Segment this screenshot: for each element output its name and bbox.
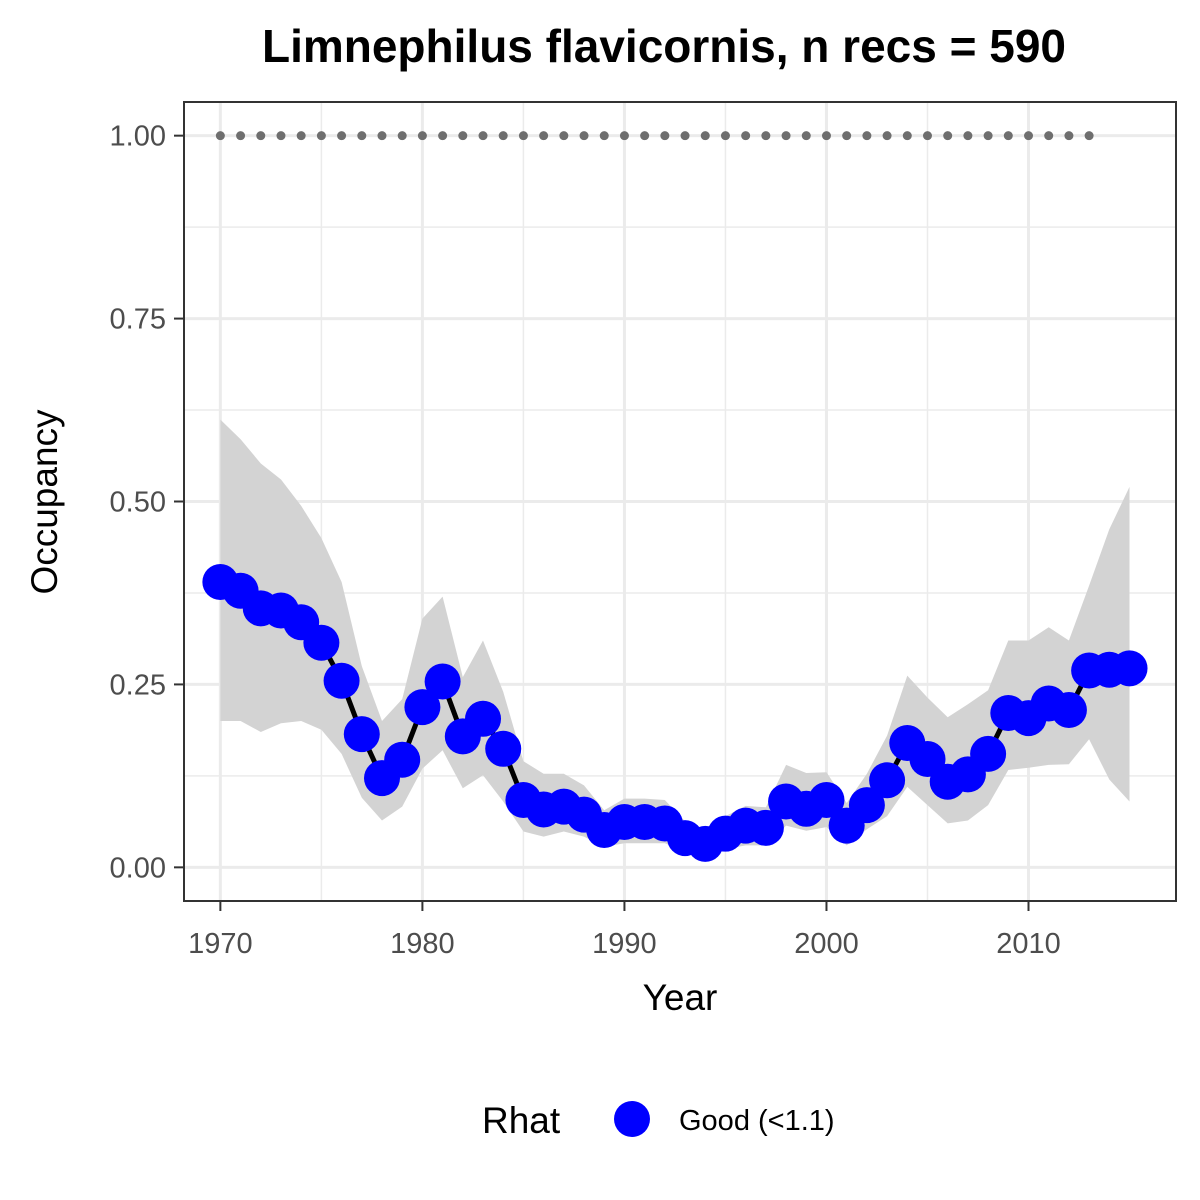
x-tick-label: 1970 (188, 928, 253, 960)
y-tick-label: 1.00 (110, 121, 166, 153)
reference-dot (660, 131, 670, 141)
x-tick-label: 2000 (794, 928, 859, 960)
reference-dot (842, 131, 852, 141)
reference-dot (862, 131, 872, 141)
data-point (485, 730, 522, 767)
reference-dot (1024, 131, 1034, 141)
reference-dot (377, 131, 387, 141)
reference-dot (518, 131, 528, 141)
data-point (970, 735, 1007, 772)
reference-dot (236, 131, 246, 141)
data-point (848, 787, 885, 824)
data-points (202, 563, 1148, 862)
y-tick-label: 0.50 (110, 487, 166, 519)
reference-dot (256, 131, 266, 141)
reference-dot (296, 131, 306, 141)
reference-dot (1064, 131, 1074, 141)
x-tick-label: 2010 (996, 928, 1061, 960)
y-tick-label: 0.25 (110, 669, 166, 701)
x-axis-title: Year (643, 977, 718, 1018)
data-point (465, 700, 502, 737)
reference-dot (983, 131, 993, 141)
legend-key-point (614, 1101, 650, 1137)
reference-dot (680, 131, 690, 141)
reference-dot (902, 131, 912, 141)
reference-dot (619, 131, 629, 141)
reference-dot (821, 131, 831, 141)
y-axis-title: Occupancy (24, 409, 65, 595)
reference-dot (963, 131, 973, 141)
reference-dot (781, 131, 791, 141)
legend-title: Rhat (482, 1100, 561, 1141)
data-point (808, 782, 845, 819)
x-tick-label: 1990 (592, 928, 657, 960)
legend-label: Good (<1.1) (679, 1105, 835, 1137)
reference-dot (337, 131, 347, 141)
reference-dot (276, 131, 286, 141)
reference-dot (559, 131, 569, 141)
reference-dot (357, 131, 367, 141)
data-point (303, 624, 340, 661)
data-point (869, 762, 906, 799)
reference-dot (943, 131, 953, 141)
reference-dot (1044, 131, 1054, 141)
reference-dot (882, 131, 892, 141)
reference-dot (438, 131, 448, 141)
data-point (323, 662, 360, 699)
reference-dot (922, 131, 932, 141)
reference-dot (458, 131, 468, 141)
reference-dot (579, 131, 589, 141)
reference-dot (498, 131, 508, 141)
y-tick-label: 0.75 (110, 304, 166, 336)
reference-dot (478, 131, 488, 141)
reference-dot (801, 131, 811, 141)
reference-dot (397, 131, 407, 141)
data-point (404, 689, 441, 726)
y-axis: 0.00 0.25 0.50 0.75 1.00 (110, 121, 184, 884)
data-point (747, 809, 784, 846)
reference-dot (741, 131, 751, 141)
y-tick-label: 0.00 (110, 852, 166, 884)
reference-dotted-line (215, 131, 1094, 141)
reference-dot (761, 131, 771, 141)
data-point (1111, 650, 1148, 687)
reference-dot (215, 131, 225, 141)
data-point (1050, 692, 1087, 729)
reference-dot (539, 131, 549, 141)
reference-dot (599, 131, 609, 141)
reference-dot (700, 131, 710, 141)
reference-dot (1003, 131, 1013, 141)
reference-dot (1084, 131, 1094, 141)
x-axis: 1970 1980 1990 2000 2010 (188, 901, 1061, 960)
reference-dot (417, 131, 427, 141)
reference-dot (640, 131, 650, 141)
x-tick-label: 1980 (390, 928, 455, 960)
data-point (343, 716, 380, 753)
data-point (384, 741, 421, 778)
chart-title: Limnephilus flavicornis, n recs = 590 (262, 20, 1066, 72)
data-point (424, 663, 461, 700)
reference-dot (720, 131, 730, 141)
reference-dot (316, 131, 326, 141)
legend: Rhat Good (<1.1) (482, 1100, 835, 1141)
